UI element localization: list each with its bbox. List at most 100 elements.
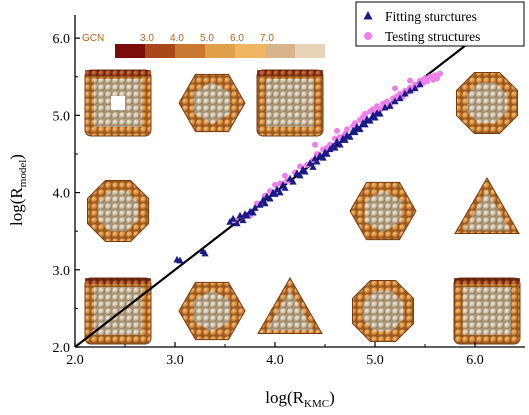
- y-tick-label: 3.0: [53, 264, 71, 279]
- colorbar-segment: [115, 44, 145, 58]
- nanoparticle-icosahedron-bottom: [352, 280, 414, 342]
- particle-hole: [111, 96, 125, 110]
- colorbar-tick-label: 7.0: [260, 33, 274, 44]
- nanoparticle-cuboctahedron-left: [87, 180, 149, 242]
- data-point: [273, 185, 281, 193]
- data-point: [251, 204, 259, 211]
- data-point: [396, 94, 404, 102]
- data-points: [173, 70, 443, 264]
- legend: Fitting sturctures Testing structures: [355, 1, 525, 47]
- data-point: [243, 211, 251, 219]
- particle-face: [364, 190, 402, 232]
- particle-face: [193, 290, 231, 332]
- data-point: [424, 78, 430, 85]
- data-point: [306, 159, 314, 167]
- data-point: [391, 97, 399, 105]
- data-point: [312, 141, 318, 148]
- particle-face: [266, 290, 314, 331]
- legend-label: Testing structures: [385, 29, 480, 44]
- particle-face: [362, 290, 404, 332]
- data-point: [249, 208, 257, 216]
- data-point: [266, 194, 274, 202]
- data-point: [261, 199, 269, 207]
- particle-face: [97, 190, 139, 232]
- y-tick-label: 4.0: [53, 187, 71, 202]
- data-point: [362, 110, 368, 117]
- nanoparticle-cube-bottom-left: [84, 277, 152, 345]
- data-point: [276, 188, 284, 196]
- data-point: [233, 219, 241, 227]
- data-point: [344, 126, 350, 133]
- data-point: [341, 136, 349, 143]
- nanoparticle-truncated-octahedron-right: [456, 72, 518, 134]
- data-point: [356, 125, 364, 133]
- data-point: [319, 153, 327, 161]
- x-tick-label: 6.0: [466, 353, 484, 368]
- data-point: [437, 70, 443, 77]
- gcn-colorbar: GCN 3.0 4.0 5.0 6.0 7.0: [82, 33, 325, 58]
- nanoparticle-images: [84, 69, 521, 345]
- colorbar-segment: [235, 44, 265, 58]
- x-axis-label: log(RKMC): [265, 388, 334, 410]
- data-point: [286, 174, 294, 182]
- particle-face: [463, 190, 511, 231]
- y-tick-label: 6.0: [53, 32, 71, 47]
- data-point: [434, 75, 440, 82]
- data-point: [392, 85, 398, 92]
- colorbar-tick-label: 6.0: [230, 33, 244, 44]
- data-point: [361, 120, 369, 128]
- nanoparticle-cube-hollow: [84, 69, 152, 137]
- axes: 2.0 3.0 4.0 5.0 6.0 2.0 3.0 4.0 5.0 6.0 log(RKMC) l…: [7, 15, 525, 410]
- legend-label: Fitting sturctures: [385, 9, 477, 24]
- legend-marker-triangle: [363, 11, 373, 20]
- colorbar-tick-label: 5.0: [200, 33, 214, 44]
- data-point: [351, 128, 359, 136]
- nanoparticle-icosahedron-mid: [349, 181, 417, 241]
- data-point: [297, 163, 303, 170]
- data-point: [282, 172, 288, 179]
- particle-face: [463, 287, 511, 335]
- nanoparticle-octahedron-bottom: [178, 281, 246, 341]
- data-point: [331, 143, 339, 151]
- legend-marker-circle: [364, 32, 372, 40]
- data-point: [346, 132, 354, 140]
- x-tick-label: 5.0: [366, 353, 384, 368]
- colorbar-tick-label: 4.0: [170, 33, 184, 44]
- data-point: [239, 216, 247, 224]
- data-point: [301, 167, 309, 175]
- data-point: [377, 106, 383, 113]
- legend-box: [355, 1, 525, 47]
- nanoparticle-cube-bottom-right: [453, 277, 521, 345]
- colorbar-segment: [205, 44, 235, 58]
- data-point: [416, 80, 424, 88]
- x-tick-label: 2.0: [66, 353, 84, 368]
- nanoparticle-tetrahedron-bottom: [257, 276, 323, 334]
- y-tick-label: 5.0: [53, 109, 71, 124]
- data-point: [334, 127, 340, 134]
- colorbar-segment: [295, 44, 325, 58]
- data-point: [366, 116, 374, 124]
- data-point: [386, 102, 394, 109]
- data-point: [289, 177, 297, 185]
- colorbar-segment: [175, 44, 205, 58]
- data-point: [411, 84, 419, 92]
- y-axis-label: log(Rmodel): [7, 154, 29, 226]
- x-tick-label: 4.0: [266, 353, 284, 368]
- nanoparticle-star-cluster: [178, 73, 246, 133]
- nanoparticle-cube-small: [256, 69, 324, 137]
- series-fitting: [173, 80, 424, 264]
- particle-edge: [454, 278, 520, 284]
- particle-edge: [85, 70, 151, 76]
- data-point: [309, 163, 317, 170]
- particle-face: [466, 82, 508, 124]
- particle-edge: [257, 70, 323, 76]
- data-point: [281, 183, 289, 191]
- data-point: [407, 77, 413, 84]
- data-point: [401, 89, 409, 97]
- data-point: [296, 171, 304, 179]
- data-point: [333, 137, 341, 145]
- data-point: [229, 214, 237, 222]
- data-point: [336, 140, 344, 148]
- colorbar-tick-label: 3.0: [140, 33, 154, 44]
